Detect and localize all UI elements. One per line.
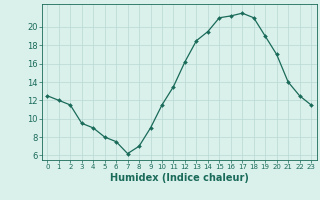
- X-axis label: Humidex (Indice chaleur): Humidex (Indice chaleur): [110, 173, 249, 183]
